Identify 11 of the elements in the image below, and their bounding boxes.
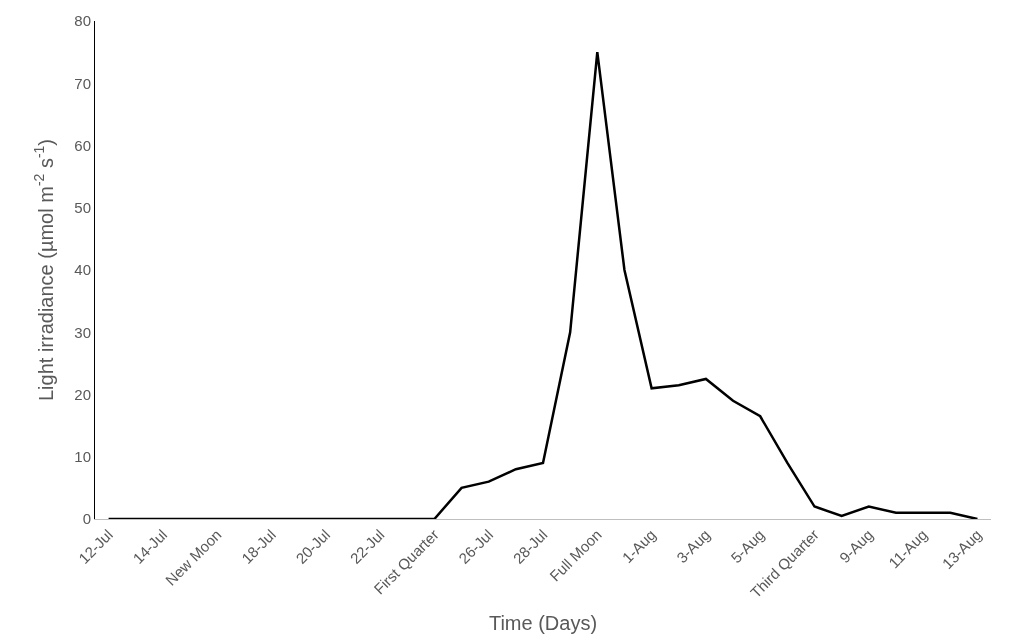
y-tick-label: 80 — [74, 12, 91, 30]
y-tick-label: 60 — [74, 136, 91, 154]
y-tick-label: 50 — [74, 199, 91, 216]
y-tick-label: 70 — [74, 74, 91, 92]
line-series — [107, 50, 979, 519]
x-axis-title: Time (Days) — [488, 611, 598, 634]
y-tick-label: 10 — [74, 448, 91, 465]
y-tick-label: 20 — [74, 385, 91, 403]
y-tick-label: 0 — [82, 510, 91, 528]
y-tick-label: 40 — [74, 261, 91, 279]
y-tick-label: 30 — [74, 323, 91, 341]
